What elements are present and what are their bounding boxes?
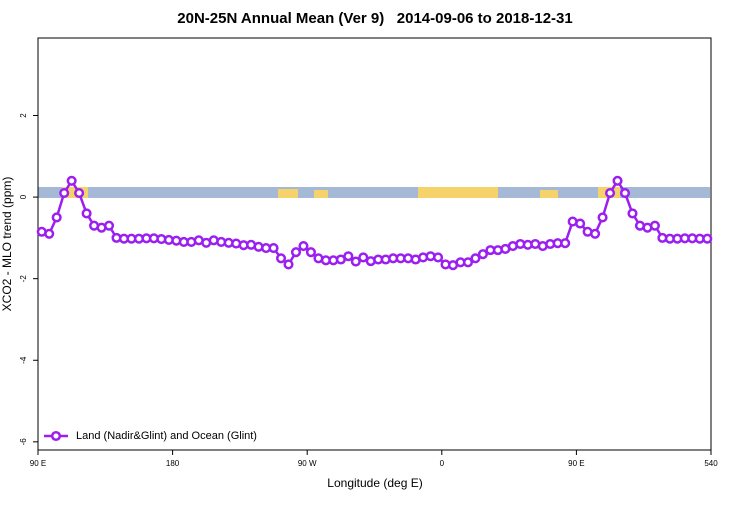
- data-point: [477, 249, 488, 260]
- chart-title: 20N-25N Annual Mean (Ver 9) 2014-09-06 t…: [177, 10, 572, 27]
- data-point: [462, 257, 474, 268]
- data-point: [66, 175, 77, 186]
- legend: Land (Nadir&Glint) and Ocean (Glint): [44, 430, 257, 442]
- data-point: [343, 251, 354, 262]
- data-point: [597, 212, 608, 223]
- x-tick-label: 180: [166, 459, 180, 468]
- legend-label: Land (Nadir&Glint) and Ocean (Glint): [76, 430, 257, 442]
- data-point: [283, 259, 294, 270]
- data-point: [350, 256, 361, 267]
- x-tick-label: 90 W: [298, 459, 317, 468]
- data-point: [81, 208, 92, 219]
- data-point: [44, 228, 55, 239]
- y-tick-label: 0: [19, 194, 28, 199]
- data-point: [358, 252, 369, 263]
- data-point: [590, 228, 601, 239]
- y-tick-label: -6: [19, 438, 28, 446]
- data-point: [649, 220, 660, 231]
- data-point: [275, 253, 287, 264]
- data-point: [268, 243, 279, 254]
- data-point: [298, 240, 309, 252]
- data-point: [74, 187, 85, 199]
- data-point: [51, 212, 62, 223]
- x-tick-label: 0: [440, 459, 445, 468]
- data-point: [575, 218, 586, 229]
- x-tick-label: 90 E: [568, 459, 584, 468]
- y-tick-label: 2: [19, 113, 28, 118]
- x-tick-label: 90 E: [30, 459, 46, 468]
- plot-frame: [37, 37, 712, 451]
- y-axis-label: XCO2 - MLO trend (ppm): [0, 177, 14, 312]
- data-point: [470, 253, 481, 264]
- x-tick-label: 540: [704, 459, 718, 468]
- data-point: [619, 187, 631, 199]
- x-axis-label: Longitude (deg E): [327, 476, 422, 490]
- data-point: [305, 247, 316, 258]
- data-point: [605, 187, 616, 199]
- legend-marker: [50, 430, 62, 442]
- data-point: [612, 175, 623, 186]
- data-point: [59, 187, 70, 199]
- data-point: [433, 252, 444, 263]
- data-point: [103, 220, 115, 231]
- data-point: [627, 208, 638, 219]
- y-tick-label: -2: [19, 275, 28, 283]
- data-point: [702, 233, 713, 244]
- y-tick-label: -4: [19, 356, 28, 364]
- data-point: [290, 247, 302, 258]
- data-point: [560, 238, 571, 249]
